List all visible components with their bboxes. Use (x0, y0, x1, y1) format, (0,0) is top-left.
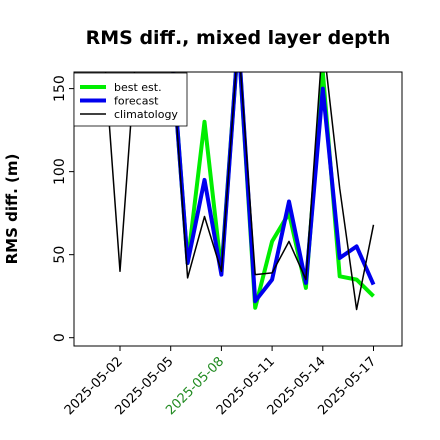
y-ticks: 0 50 100 150 (52, 75, 74, 342)
y-tick-label: 100 (52, 158, 68, 185)
series-line-1 (171, 72, 376, 304)
legend-label: climatology (114, 108, 178, 121)
x-ticks: 2025-05-022025-05-052025-05-082025-05-11… (62, 346, 379, 418)
series-line-2 (104, 72, 375, 311)
legend-label: forecast (114, 95, 159, 108)
series-lines (104, 72, 376, 311)
series-line-0 (171, 72, 375, 310)
y-axis-label: RMS diff. (m) (3, 154, 21, 265)
chart-title: RMS diff., mixed layer depth (86, 27, 391, 49)
y-tick-label: 0 (52, 333, 68, 342)
y-tick-label: 50 (52, 246, 68, 264)
y-tick-label: 150 (52, 75, 68, 102)
plot-frame (73, 71, 403, 347)
legend-label: best est. (114, 81, 162, 94)
